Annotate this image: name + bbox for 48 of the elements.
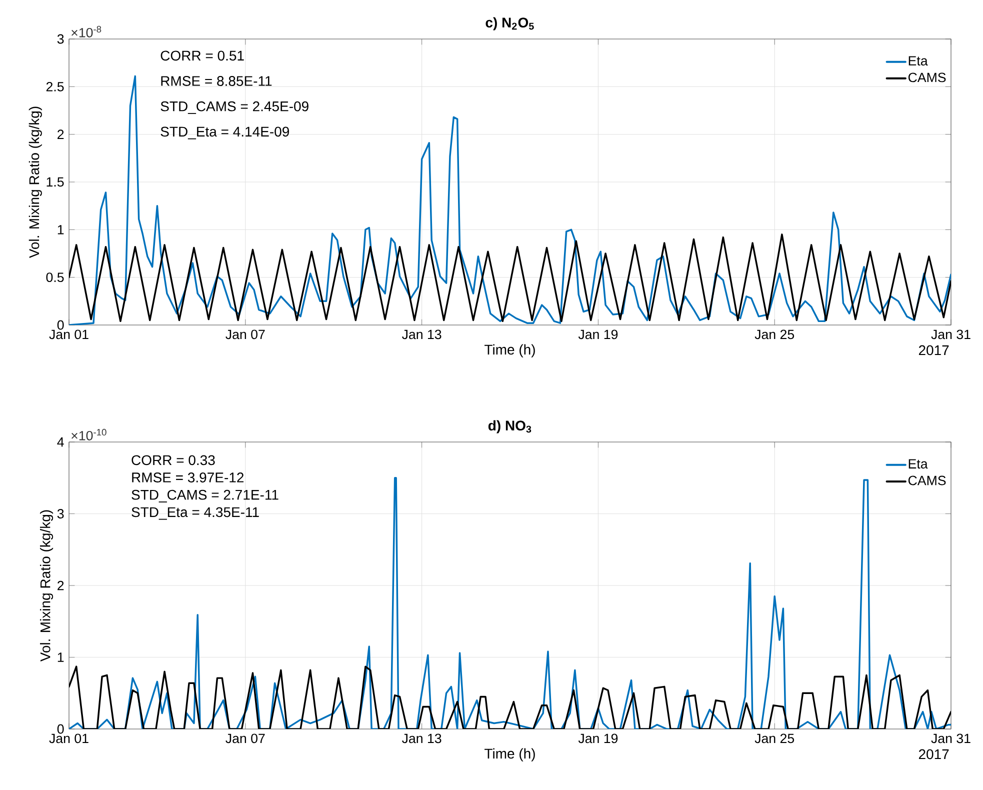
annotation: STD_CAMS = 2.71E-11 <box>132 490 278 502</box>
y-tick-label: 3 <box>57 509 64 518</box>
x-tick-label: Jan 13 <box>402 734 442 744</box>
text: ×10$^{-10}$ <box>72 428 106 440</box>
y-tick-label: 1 <box>58 652 64 662</box>
x-tick-label: Jan 31 <box>931 330 970 340</box>
annotation: RMSE = 3.97E-12 <box>132 472 244 482</box>
annotation: CORR = 0.33 <box>132 455 215 466</box>
y-tick-label: 2 <box>58 130 64 139</box>
y-tick-label: 1 <box>58 225 64 234</box>
y-tick-label: 0 <box>57 724 64 734</box>
x-tick-label: Jan 07 <box>226 734 265 744</box>
annotation: RMSE = 8.85E-11 <box>161 76 272 86</box>
legend-label: Eta <box>908 459 928 469</box>
legend-label: Eta <box>908 56 928 66</box>
y-tick-label: 0.5 <box>46 272 64 282</box>
x-tick-label: Jan 19 <box>578 330 618 340</box>
annotation: STD_Eta = 4.35E-11 <box>132 507 259 520</box>
y-axis-title: Vol. Mixing Ratio (kg/kg) <box>40 510 54 662</box>
x-tick-label: Jan 07 <box>226 330 265 340</box>
chart-title: d) NO$_{3}$ <box>488 420 532 434</box>
y-tick-label: 3 <box>57 34 64 44</box>
x-tick-label: Jan 31 <box>931 734 970 744</box>
y-tick-label: 1.5 <box>46 177 64 187</box>
annotation: CORR = 0.51 <box>160 50 244 61</box>
y-axis-title: Vol. Mixing Ratio (kg/kg) <box>28 106 42 258</box>
x-axis-title: Time (h) <box>484 748 535 762</box>
legend-label: CAMS <box>908 72 946 82</box>
x-tick-label: Jan 19 <box>578 734 618 744</box>
x-tick-label: Jan 13 <box>402 330 442 340</box>
x-tick-label: Jan 01 <box>49 734 88 744</box>
y-tick-label: 2.5 <box>46 82 64 92</box>
annotation: STD_CAMS = 2.45E-09 <box>160 101 308 114</box>
text: 2017 <box>918 345 949 356</box>
line-series <box>69 666 951 729</box>
text: ×10$^{-8}$ <box>72 26 102 38</box>
line-series <box>69 234 951 322</box>
y-tick-label: 4 <box>57 437 64 447</box>
x-tick-label: Jan 01 <box>49 330 88 340</box>
x-tick-label: Jan 25 <box>754 734 794 744</box>
y-tick-label: 0 <box>57 320 64 330</box>
y-tick-label: 2 <box>58 580 64 590</box>
x-axis-title: Time (h) <box>484 344 535 358</box>
annotation: STD_Eta = 4.14E-09 <box>160 126 289 140</box>
legend-label: CAMS <box>908 476 946 486</box>
chart-title: c) N$_{2}$O$_{5}$ <box>486 17 534 30</box>
text: 2017 <box>918 749 949 760</box>
x-tick-label: Jan 25 <box>754 330 794 340</box>
